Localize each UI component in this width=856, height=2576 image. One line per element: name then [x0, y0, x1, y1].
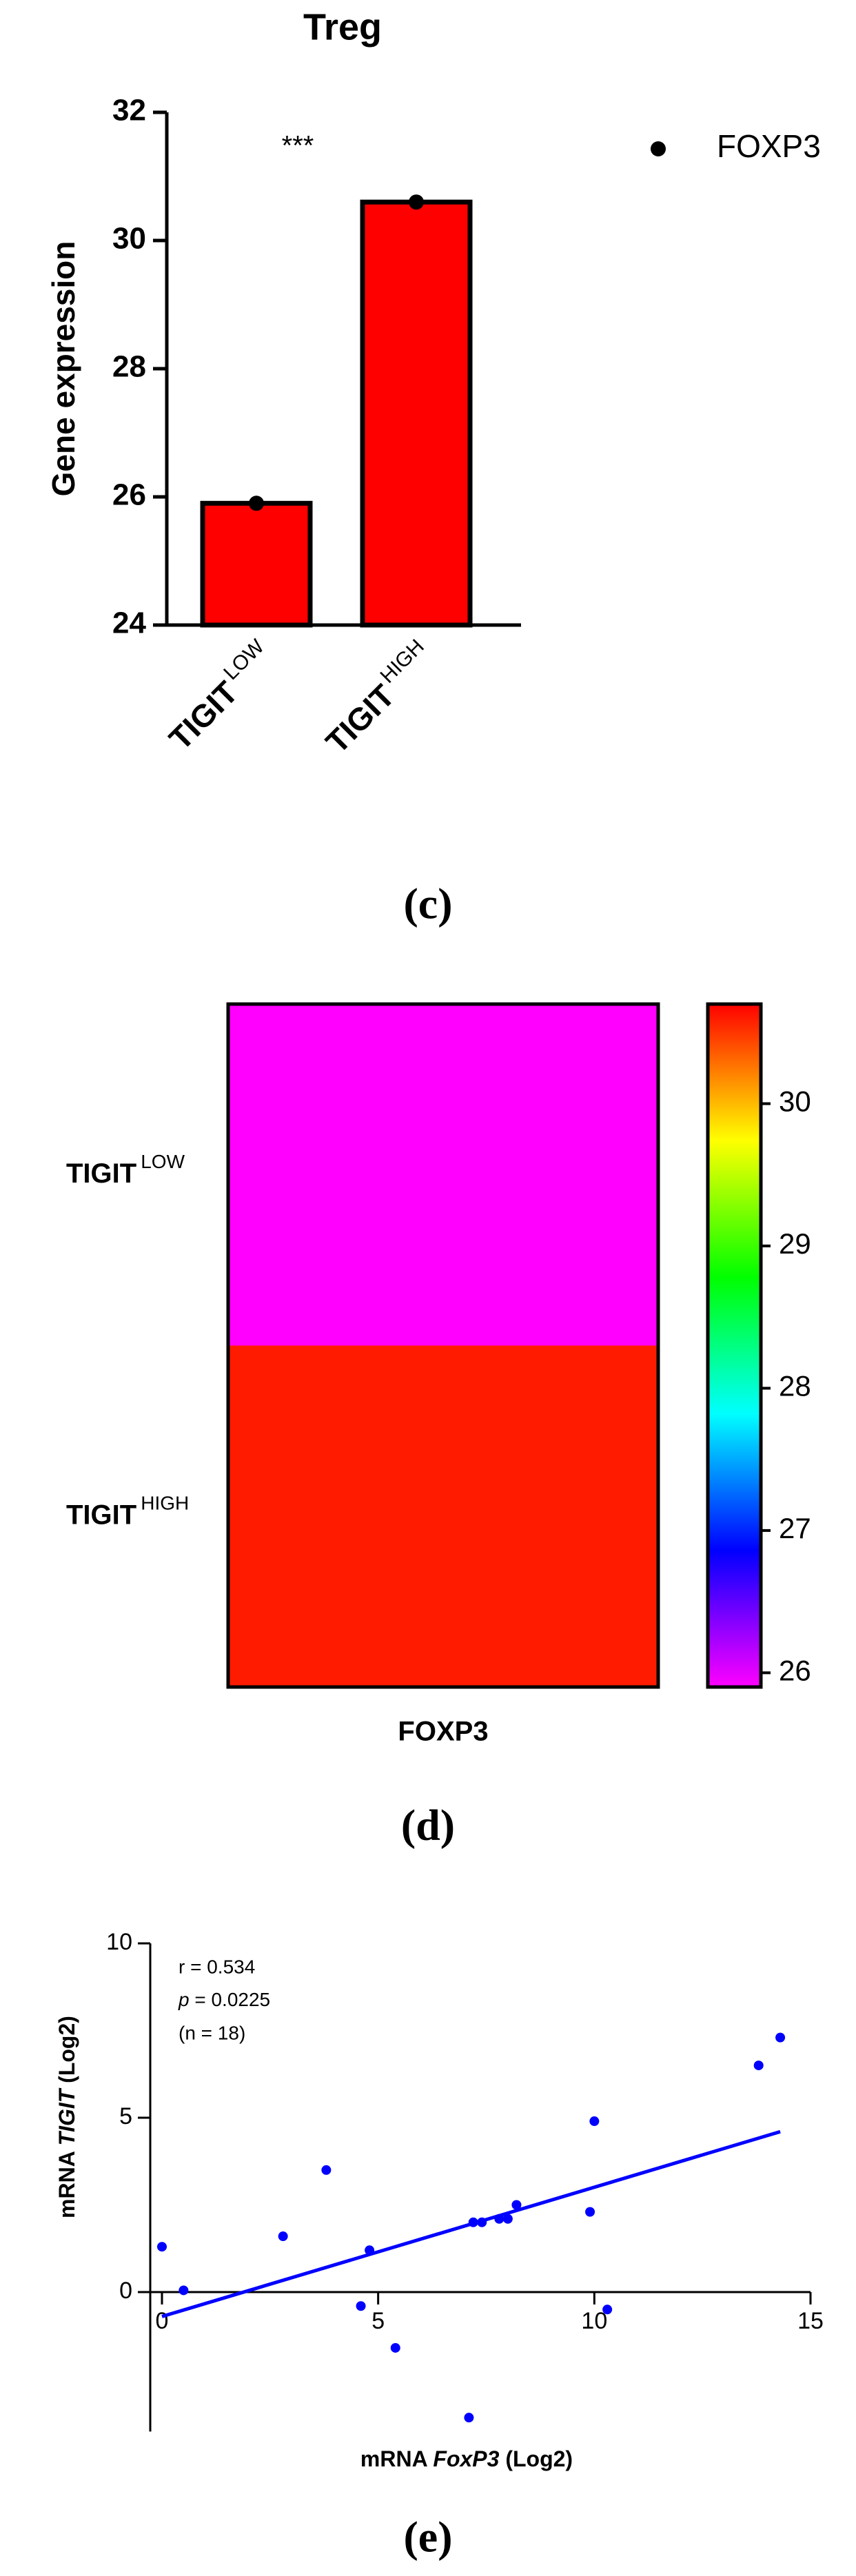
label-main: TIGIT [162, 674, 245, 757]
panel-label: (e) [403, 2513, 452, 2562]
y-tick-label: 28 [112, 350, 146, 384]
label-main: TIGIT [66, 1500, 136, 1530]
scatter-point [356, 2301, 366, 2311]
x-tick-label: 10 [581, 2308, 607, 2334]
bar [360, 199, 473, 628]
label-main: TIGIT [319, 677, 402, 760]
scatter-point [511, 2200, 522, 2210]
scatter-point [365, 2245, 375, 2256]
scatter-point [321, 2165, 332, 2175]
x-tick-label: 15 [797, 2308, 824, 2334]
annotation: *** [282, 131, 314, 161]
scatter-point [753, 2061, 764, 2071]
row-label: TIGIT HIGH [66, 1493, 189, 1530]
y-axis-label: Gene expression [45, 241, 81, 497]
label-part: (Log2) [54, 2016, 79, 2089]
column-label: FOXP3 [398, 1717, 488, 1747]
label-part: mRNA [54, 2145, 79, 2218]
scatter-point [502, 2214, 513, 2224]
scatter-point [477, 2217, 487, 2227]
scatter-point [468, 2217, 478, 2227]
colorbar-tick-label: 26 [779, 1654, 811, 1686]
heatmap-cell [228, 1004, 658, 1346]
row-label: TIGIT LOW [66, 1151, 185, 1188]
label-part: FoxP3 [433, 2446, 499, 2471]
chart-title: Treg [303, 6, 382, 48]
colorbar-tick-label: 29 [779, 1227, 811, 1260]
data-point [409, 194, 424, 210]
y-tick-label: 32 [112, 94, 146, 127]
legend-label: FOXP3 [717, 128, 821, 164]
annotation-part: p [178, 1989, 190, 2010]
colorbar [706, 1002, 763, 1689]
label-sup: LOW [141, 1151, 185, 1172]
scatter-point [179, 2285, 189, 2296]
annotation: (n = 18) [179, 2022, 245, 2043]
annotation: p = 0.0225 [178, 1989, 270, 2010]
colorbar-tick-label: 27 [779, 1512, 811, 1544]
bar [200, 500, 313, 628]
x-tick-label: TIGITLOW [159, 635, 281, 757]
y-tick-label: 24 [112, 606, 146, 640]
label-part: TIGIT [54, 2087, 79, 2145]
scatter-point [157, 2242, 167, 2252]
heatmap-border [226, 1002, 660, 1689]
y-axis-label: mRNA TIGIT (Log2) [54, 2016, 79, 2218]
y-tick-label: 30 [112, 222, 146, 256]
x-tick-label: TIGITHIGH [316, 635, 441, 760]
label-main: TIGIT [66, 1158, 136, 1188]
annotation: r = 0.534 [179, 1956, 255, 1977]
label-part: mRNA [360, 2446, 433, 2471]
scatter-point [390, 2342, 400, 2353]
legend-marker [651, 141, 666, 156]
label-sup: HIGH [141, 1493, 189, 1514]
data-point [249, 495, 264, 511]
scatter-point [464, 2413, 474, 2423]
x-tick-label: 0 [156, 2308, 169, 2334]
heatmap-cell [228, 1345, 658, 1687]
scatter-point [585, 2207, 595, 2217]
label-sup: HIGH [376, 635, 428, 687]
annotation-part: = 0.0225 [190, 1989, 271, 2010]
scatter-point [278, 2231, 288, 2242]
scatter-point [494, 2214, 505, 2224]
label-sup: LOW [219, 635, 269, 684]
colorbar-tick-label: 30 [779, 1085, 811, 1118]
panel-label: (d) [401, 1801, 455, 1850]
y-tick-label: 5 [119, 2103, 132, 2129]
colorbar-tick-label: 28 [779, 1370, 811, 1402]
scatter-point [602, 2304, 613, 2315]
y-tick-label: 26 [112, 478, 146, 512]
scatter-point [589, 2116, 600, 2127]
panel-label: (c) [403, 879, 452, 928]
label-part: (Log2) [499, 2446, 573, 2471]
x-tick-label: 5 [371, 2308, 385, 2334]
x-axis-label: mRNA FoxP3 (Log2) [360, 2446, 573, 2471]
y-tick-label: 0 [119, 2278, 132, 2304]
y-tick-label: 10 [106, 1929, 132, 1955]
scatter-point [775, 2032, 786, 2043]
